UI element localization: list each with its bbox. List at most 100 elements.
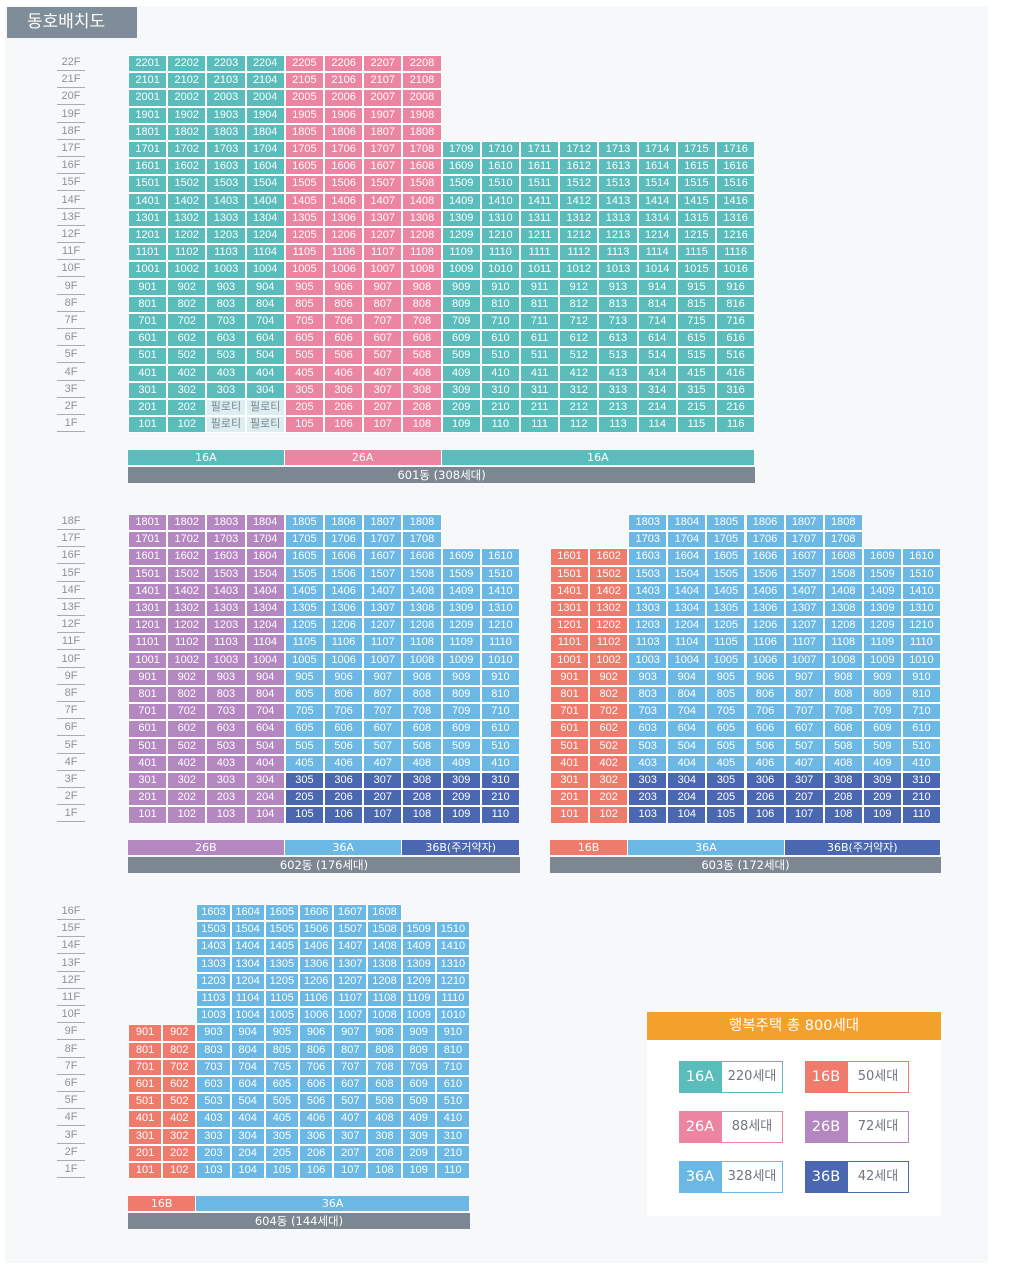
unit-cell: 1003 (628, 651, 668, 669)
unit-cell: 1707 (363, 141, 403, 159)
unit-cell: 613 (598, 330, 638, 348)
unit-cell: 112 (559, 416, 599, 434)
unit-cell: 1101 (550, 634, 590, 652)
unit-cell: 1407 (333, 938, 368, 956)
unit-cell: 708 (367, 1058, 402, 1076)
unit-cell: 1305 (284, 600, 324, 618)
unit-cell: 1606 (299, 904, 334, 922)
unit-cell: 1012 (559, 261, 599, 279)
unit-cell: 1213 (598, 227, 638, 245)
unit-cell: 2101 (128, 72, 168, 90)
unit-cell: 508 (367, 1093, 402, 1111)
unit-cell: 1714 (637, 141, 677, 159)
unit-cell: 1803 (206, 514, 246, 532)
unit-cell: 1309 (441, 600, 481, 618)
unit-cell: 1904 (245, 106, 285, 124)
unit-cell: 1302 (167, 600, 207, 618)
unit-cell: 1512 (559, 175, 599, 193)
unit-cell: 804 (245, 686, 285, 704)
unit-cell: 1601 (550, 548, 590, 566)
unit-cell: 1102 (167, 634, 207, 652)
floor-label: 17F (57, 141, 85, 157)
unit-cell: 1106 (745, 634, 785, 652)
unit-cell: 508 (402, 737, 442, 755)
unit-cell: 1602 (589, 548, 629, 566)
unit-cell: 1203 (196, 972, 231, 990)
unit-cell: 1110 (435, 990, 470, 1008)
unit-cell: 1908 (402, 106, 442, 124)
unit-type-bar: 36B(주거약자) (784, 840, 941, 855)
unit-cell: 206 (324, 789, 364, 807)
unit-cell: 310 (901, 772, 941, 790)
unit-cell: 402 (167, 364, 207, 382)
legend-count: 50세대 (847, 1061, 909, 1093)
unit-cell: 2005 (284, 89, 324, 107)
unit-cell: 1003 (196, 1007, 231, 1025)
unit-cell: 315 (676, 381, 716, 399)
unit-cell: 304 (245, 381, 285, 399)
unit-cell: 1605 (284, 158, 324, 176)
unit-cell: 1106 (324, 244, 364, 262)
unit-cell: 805 (284, 686, 324, 704)
unit-cell: 506 (324, 737, 364, 755)
unit-cell: 1007 (784, 651, 824, 669)
unit-cell: 306 (745, 772, 785, 790)
unit-cell: 1210 (901, 617, 941, 635)
unit-cell: 910 (435, 1024, 470, 1042)
unit-cell: 703 (196, 1058, 231, 1076)
unit-cell: 901 (128, 668, 168, 686)
unit-cell: 907 (784, 668, 824, 686)
legend-count: 72세대 (847, 1111, 909, 1143)
unit-cell: 902 (167, 278, 207, 296)
unit-cell: 1311 (520, 209, 560, 227)
unit-cell: 908 (823, 668, 863, 686)
unit-cell: 2003 (206, 89, 246, 107)
unit-cell: 105 (706, 806, 746, 824)
unit-cell: 1305 (284, 209, 324, 227)
unit-cell: 1201 (128, 617, 168, 635)
unit-cell: 1208 (402, 617, 442, 635)
unit-cell: 803 (628, 686, 668, 704)
unit-cell: 2102 (167, 72, 207, 90)
unit-cell: 704 (245, 703, 285, 721)
unit-cell: 209 (441, 789, 481, 807)
unit-cell: 803 (206, 295, 246, 313)
unit-cell: 1008 (402, 651, 442, 669)
unit-cell: 1602 (167, 548, 207, 566)
unit-cell: 511 (520, 347, 560, 365)
unit-cell: 501 (550, 737, 590, 755)
unit-cell: 2002 (167, 89, 207, 107)
unit-cell: 2107 (363, 72, 403, 90)
unit-cell: 1405 (706, 582, 746, 600)
unit-cell: 1304 (667, 600, 707, 618)
unit-cell: 705 (284, 703, 324, 721)
unit-cell: 1409 (441, 192, 481, 210)
unit-cell: 1004 (667, 651, 707, 669)
unit-cell: 1302 (589, 600, 629, 618)
unit-cell: 1901 (128, 106, 168, 124)
unit-cell: 1410 (480, 192, 520, 210)
unit-cell: 1501 (128, 175, 168, 193)
unit-cell: 1510 (435, 921, 470, 939)
unit-cell: 607 (784, 720, 824, 738)
unit-cell: 1104 (245, 244, 285, 262)
unit-cell: 1708 (402, 141, 442, 159)
unit-cell: 608 (402, 720, 442, 738)
legend-type-swatch: 16B (805, 1061, 847, 1093)
unit-cell: 903 (206, 278, 246, 296)
unit-cell: 716 (716, 313, 756, 331)
unit-type-bar: 26B (128, 840, 285, 855)
unit-cell: 209 (441, 399, 481, 417)
unit-cell: 702 (167, 313, 207, 331)
unit-cell: 1708 (402, 531, 442, 549)
unit-cell: 1402 (167, 192, 207, 210)
unit-cell: 410 (435, 1110, 470, 1128)
unit-cell: 1105 (284, 244, 324, 262)
unit-cell: 1612 (559, 158, 599, 176)
unit-cell: 207 (784, 789, 824, 807)
unit-cell: 405 (284, 754, 324, 772)
unit-cell: 908 (367, 1024, 402, 1042)
unit-cell: 1604 (667, 548, 707, 566)
unit-cell: 1005 (264, 1007, 299, 1025)
unit-cell: 2008 (402, 89, 442, 107)
